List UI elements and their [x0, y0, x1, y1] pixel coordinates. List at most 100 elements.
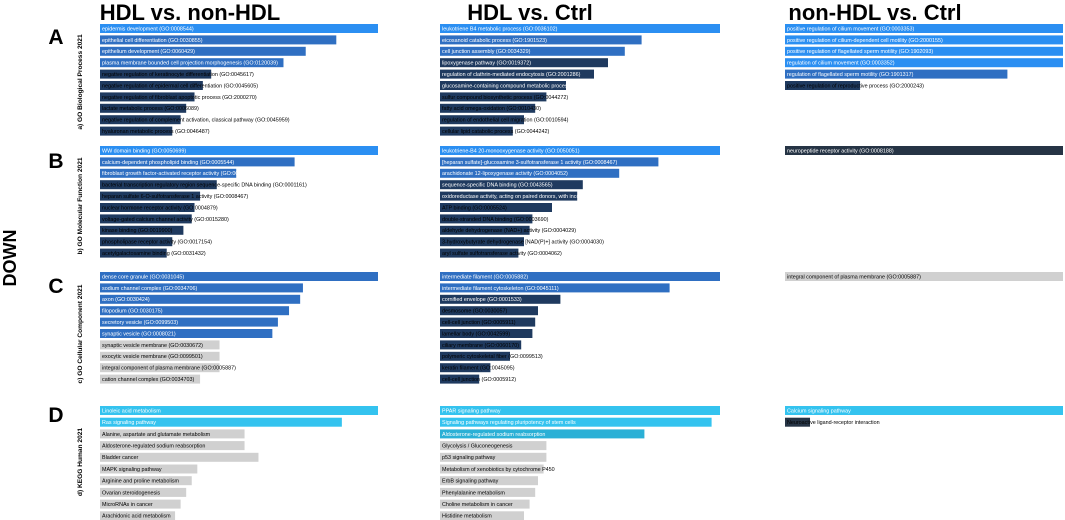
bar-c-hdl-vs-non-hdl-label-3: axon (GO:0030424)	[102, 297, 150, 303]
bar-b-hdl-vs-ctrl-label-6: ATP binding (GO:0005524)	[442, 205, 507, 211]
column-header-non-hdl-vs-ctrl: non-HDL vs. Ctrl	[788, 0, 961, 25]
bar-b-hdl-vs-ctrl-2	[440, 157, 659, 167]
bar-b-hdl-vs-non-hdl-label-1: WW domain binding (GO:0050699)	[102, 148, 186, 154]
bar-c-non-hdl-vs-ctrl-1	[785, 272, 1063, 281]
bar-d-hdl-vs-non-hdl-1	[100, 406, 378, 415]
bar-c-hdl-vs-ctrl-5	[440, 317, 536, 327]
bar-c-hdl-vs-non-hdl-9	[100, 363, 220, 373]
bar-a-hdl-vs-ctrl-6	[440, 81, 566, 90]
bar-d-hdl-vs-non-hdl-10	[100, 511, 176, 520]
bar-c-hdl-vs-ctrl-series: intermediate filament (GO:0005882) interm…	[440, 272, 720, 384]
bar-b-hdl-vs-non-hdl-8	[100, 225, 184, 235]
bar-a-hdl-vs-ctrl-series: leukotriene B4 metabolic process (GO:003…	[440, 24, 720, 136]
bar-d-hdl-vs-non-hdl-9	[100, 499, 181, 509]
bar-c-hdl-vs-non-hdl-series: dense core granule (GO:0031045) sodium ch…	[100, 272, 378, 384]
bar-a-hdl-vs-ctrl-1	[440, 24, 720, 33]
bar-d-hdl-vs-ctrl-label-7: ErbB signaling pathway	[442, 479, 499, 485]
bar-a-hdl-vs-non-hdl-label-6: negative regulation of epidermal cell di…	[102, 83, 258, 89]
bar-d-hdl-vs-non-hdl-label-4: Aldosterone-regulated sodium reabsorptio…	[102, 444, 205, 450]
bar-b-hdl-vs-non-hdl-label-8: kinase binding (GO:0019900)	[102, 228, 173, 234]
bar-a-hdl-vs-ctrl-label-2: eicosanoid catabolic process (GO:1901523…	[442, 38, 547, 44]
bar-d-hdl-vs-ctrl-5	[440, 452, 547, 462]
bar-d-hdl-vs-non-hdl-label-5: Bladder cancer	[102, 455, 138, 461]
panel-letter-b: B	[48, 150, 63, 173]
bar-a-hdl-vs-non-hdl-1	[100, 24, 378, 33]
bar-b-hdl-vs-non-hdl-3	[100, 168, 237, 178]
bar-a-non-hdl-vs-ctrl-2	[785, 35, 1063, 45]
bar-d-hdl-vs-ctrl-3	[440, 429, 645, 439]
bar-c-hdl-vs-non-hdl-label-10: cation channel complex (GO:0034703)	[102, 377, 194, 383]
bar-b-hdl-vs-ctrl-6	[440, 203, 552, 212]
bar-c-hdl-vs-ctrl-label-1: intermediate filament (GO:0005882)	[442, 274, 528, 280]
bar-b-non-hdl-vs-ctrl-series: neuropeptide receptor activity (GO:00081…	[785, 146, 1063, 155]
bar-b-hdl-vs-non-hdl-label-4: bacterial transcription regulatory regio…	[102, 183, 307, 189]
bar-b-hdl-vs-ctrl-3	[440, 168, 620, 178]
bar-a-hdl-vs-non-hdl-2	[100, 35, 337, 45]
bar-a-non-hdl-vs-ctrl-series: positive regulation of cilium movement (…	[785, 24, 1063, 90]
bar-b-hdl-vs-ctrl-label-5: oxidoreductase activity, acting on paire…	[442, 194, 775, 200]
bar-d-hdl-vs-non-hdl-6	[100, 464, 198, 474]
bar-d-non-hdl-vs-ctrl-label-1: Calcium signaling pathway	[787, 408, 851, 414]
bar-d-hdl-vs-ctrl-6	[440, 464, 544, 474]
bar-d-hdl-vs-ctrl-series: PPAR signaling pathway Signaling pathways…	[440, 406, 720, 520]
bar-b-hdl-vs-non-hdl-10	[100, 248, 167, 258]
bar-a-non-hdl-vs-ctrl-6	[785, 81, 861, 90]
bar-d-hdl-vs-ctrl-label-8: Phenylalanine metabolism	[442, 490, 505, 496]
bar-d-hdl-vs-non-hdl-label-1: Linoleic acid metabolism	[102, 408, 161, 414]
bar-c-hdl-vs-non-hdl-label-8: exocytic vesicle membrane (GO:0099501)	[102, 354, 203, 360]
bar-d-hdl-vs-non-hdl-label-8: Ovarian steroidogenesis	[102, 490, 160, 496]
bar-c-hdl-vs-ctrl-label-3: cornified envelope (GO:0001533)	[442, 297, 522, 303]
bar-a-hdl-vs-non-hdl-9	[100, 115, 181, 125]
bar-c-hdl-vs-ctrl-label-6: lamellar body (GO:0042599)	[442, 331, 510, 337]
bar-b-hdl-vs-ctrl-5	[440, 191, 578, 201]
bar-a-hdl-vs-non-hdl-label-3: epithelium development (GO:0060429)	[102, 49, 195, 55]
bar-c-hdl-vs-non-hdl-1	[100, 272, 378, 281]
bar-a-hdl-vs-non-hdl-7	[100, 92, 195, 102]
panel-letter-a: A	[48, 26, 63, 49]
bar-c-hdl-vs-ctrl-6	[440, 329, 533, 338]
bar-c-hdl-vs-ctrl-label-7: ciliary membrane (GO:0060170)	[442, 343, 519, 349]
bar-d-hdl-vs-ctrl-label-5: p53 signaling pathway	[442, 455, 496, 461]
bar-b-hdl-vs-ctrl-label-2: [heparan sulfate]-glucosamine 3-sulfotra…	[442, 160, 617, 166]
bar-a-hdl-vs-ctrl-label-5: regulation of clathrin-mediated endocyto…	[442, 72, 581, 78]
bar-c-hdl-vs-ctrl-7	[440, 340, 522, 350]
bar-a-non-hdl-vs-ctrl-label-2: positive regulation of cilium-dependent …	[787, 38, 943, 44]
bar-a-hdl-vs-ctrl-3	[440, 46, 625, 56]
bar-b-hdl-vs-non-hdl-label-2: calcium-dependent phospholipid binding (…	[102, 160, 234, 166]
bar-d-non-hdl-vs-ctrl-series: Calcium signaling pathway Neuroactive lig…	[785, 406, 1063, 427]
bar-b-non-hdl-vs-ctrl-1	[785, 146, 1063, 155]
bar-b-hdl-vs-non-hdl-6	[100, 203, 195, 212]
bar-a-hdl-vs-non-hdl-3	[100, 46, 306, 56]
bar-d-hdl-vs-non-hdl-label-2: Ras signaling pathway	[102, 420, 156, 426]
bar-b-hdl-vs-ctrl-label-10: aryl sulfate sulfotransferase activity (…	[442, 251, 562, 257]
bar-a-hdl-vs-ctrl-9	[440, 115, 524, 125]
bar-b-hdl-vs-ctrl-1	[440, 146, 720, 155]
bar-a-hdl-vs-non-hdl-series: epidermis development (GO:0008544) epithe…	[100, 24, 378, 136]
bar-b-hdl-vs-ctrl-9	[440, 237, 524, 247]
bar-d-non-hdl-vs-ctrl-2	[785, 417, 811, 427]
bar-b-hdl-vs-non-hdl-1	[100, 146, 378, 155]
bar-a-hdl-vs-ctrl-7	[440, 92, 547, 102]
bar-a-hdl-vs-ctrl-2	[440, 35, 642, 45]
bar-d-hdl-vs-non-hdl-4	[100, 441, 245, 451]
bar-b-hdl-vs-non-hdl-5	[100, 191, 201, 201]
bar-b-hdl-vs-non-hdl-label-7: voltage-gated calcium channel activity (…	[102, 217, 229, 223]
bar-c-hdl-vs-ctrl-10	[440, 374, 480, 384]
bar-c-hdl-vs-non-hdl-label-9: integral component of plasma membrane (G…	[102, 366, 236, 372]
bar-a-hdl-vs-non-hdl-label-4: plasma membrane bounded cell projection …	[102, 61, 278, 67]
bar-a-hdl-vs-non-hdl-10	[100, 126, 173, 136]
bar-c-hdl-vs-non-hdl-label-5: secretory vesicle (GO:0099503)	[102, 320, 178, 326]
bar-d-hdl-vs-ctrl-9	[440, 499, 530, 509]
bar-d-hdl-vs-non-hdl-label-10: Arachidonic acid metabolism	[102, 514, 171, 520]
bar-d-hdl-vs-ctrl-7	[440, 476, 538, 486]
bar-a-hdl-vs-non-hdl-5	[100, 69, 212, 79]
bar-c-hdl-vs-non-hdl-3	[100, 294, 301, 304]
bar-c-hdl-vs-ctrl-label-4: desmosome (GO:0030057)	[442, 309, 508, 315]
bar-d-hdl-vs-non-hdl-label-3: Alanine, aspartate and glutamate metabol…	[102, 432, 211, 438]
bar-b-hdl-vs-non-hdl-4	[100, 180, 217, 190]
bar-a-hdl-vs-non-hdl-label-5: negative regulation of keratinocyte diff…	[102, 72, 254, 78]
bar-c-non-hdl-vs-ctrl-label-1: integral component of plasma membrane (G…	[787, 274, 921, 280]
panel-title-a: a) GO Biological Process 2021	[77, 34, 84, 130]
bar-d-hdl-vs-non-hdl-label-6: MAPK signaling pathway	[102, 467, 162, 473]
